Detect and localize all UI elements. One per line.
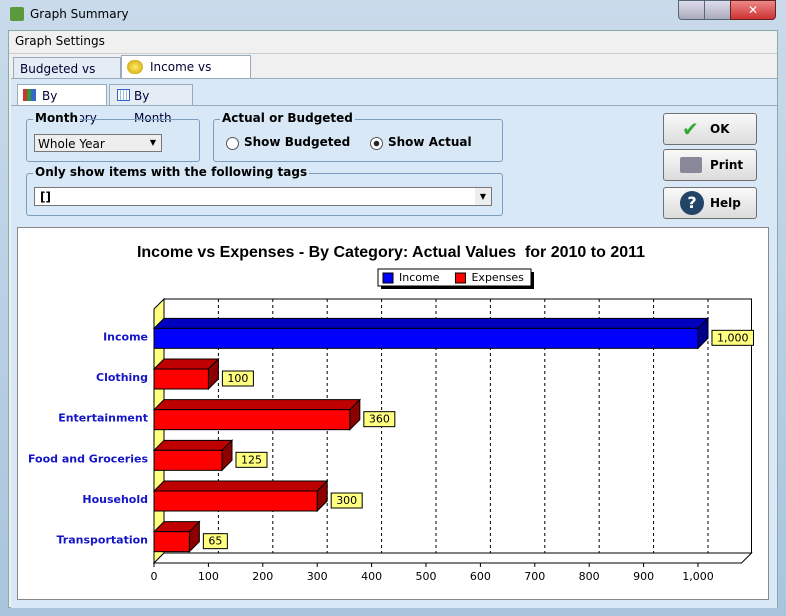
help-button[interactable]: ? Help — [663, 187, 757, 219]
y-tick-label: Income — [103, 330, 148, 343]
x-tick-label: 900 — [633, 570, 654, 583]
y-tick-label: Entertainment — [58, 412, 148, 425]
button-label: OK — [710, 122, 730, 136]
bar — [153, 327, 699, 349]
bar — [153, 490, 318, 512]
radio-label[interactable]: Show Budgeted — [244, 135, 351, 149]
value-label: 65 — [208, 535, 222, 548]
subtab-icon — [117, 89, 130, 101]
legend-swatch — [382, 272, 394, 284]
bar — [153, 531, 190, 553]
legend-label: Expenses — [471, 271, 524, 284]
button-label: Help — [710, 196, 741, 210]
bar — [153, 368, 209, 390]
value-label: 1,000 — [717, 331, 749, 344]
month-select[interactable]: Whole Year — [34, 134, 162, 152]
x-tick-label: 0 — [151, 570, 158, 583]
bar — [153, 449, 223, 471]
bar-top — [152, 439, 234, 451]
close-button[interactable]: ✕ — [730, 0, 776, 20]
tags-group: Only show items with the following tags … — [26, 165, 503, 216]
value-label-box — [235, 451, 268, 468]
value-label-box — [711, 329, 754, 346]
x-tick-label: 200 — [252, 570, 273, 583]
value-label: 100 — [227, 372, 248, 385]
y-tick-label: Household — [82, 493, 148, 506]
tab-icon — [127, 60, 143, 74]
group-label: Only show items with the following tags — [33, 165, 310, 179]
subtab-icon — [23, 89, 36, 101]
maximize-button[interactable] — [704, 0, 732, 20]
tags-select[interactable]: [] — [34, 187, 492, 206]
app-icon — [10, 7, 24, 21]
value-label: 125 — [241, 453, 262, 466]
value-label: 360 — [369, 413, 390, 426]
radio[interactable] — [226, 137, 239, 150]
chart: Income vs Expenses - By Category: Actual… — [17, 227, 769, 600]
value-label-box — [221, 370, 254, 387]
chart-title: Income vs Expenses - By Category: Actual… — [137, 244, 645, 261]
ok-button[interactable]: ✔ OK — [663, 113, 757, 145]
x-tick-label: 1,000 — [682, 570, 714, 583]
bar-top — [152, 399, 362, 411]
minimize-button[interactable] — [678, 0, 706, 20]
bar-top — [152, 480, 329, 492]
y-tick-label: Food and Groceries — [28, 452, 148, 465]
bar-top — [152, 358, 220, 370]
y-tick-label: Transportation — [57, 534, 148, 547]
x-tick-label: 400 — [361, 570, 382, 583]
separator — [11, 105, 777, 106]
group-label: Month — [33, 111, 81, 125]
x-tick-label: 800 — [579, 570, 600, 583]
x-tick-label: 700 — [524, 570, 545, 583]
radio-checked[interactable] — [370, 137, 383, 150]
legend-swatch — [454, 272, 466, 284]
bar — [153, 409, 351, 431]
month-group: Month Whole Year ▼ — [26, 111, 200, 162]
menu-item[interactable]: Graph Settings — [15, 34, 105, 48]
value-label: 300 — [336, 494, 357, 507]
radio-label[interactable]: Show Actual — [388, 135, 472, 149]
x-tick-label: 300 — [307, 570, 328, 583]
legend — [377, 268, 532, 287]
button-label: Print — [710, 158, 744, 172]
legend-label: Income — [399, 271, 440, 284]
tab[interactable]: Budgeted vs Actual — [13, 57, 121, 98]
group-label: Actual or Budgeted — [220, 111, 355, 125]
value-label-box — [330, 492, 363, 509]
value-label-box — [202, 533, 228, 550]
value-label-box — [363, 411, 396, 428]
dropdown-arrow: ▼ — [149, 138, 157, 147]
subtab[interactable]: By Month — [109, 84, 193, 125]
dropdown-arrow: ▼ — [475, 188, 491, 205]
x-tick-label: 500 — [415, 570, 436, 583]
mode-group: Actual or Budgeted Show Budgeted Show Ac… — [213, 111, 503, 162]
print-button[interactable]: Print — [663, 149, 757, 181]
x-tick-label: 100 — [198, 570, 219, 583]
window-title: Graph Summary — [30, 7, 129, 21]
y-tick-label: Clothing — [96, 371, 148, 384]
bar-top — [152, 317, 710, 329]
floor — [152, 552, 753, 564]
separator — [9, 53, 777, 54]
x-tick-label: 600 — [470, 570, 491, 583]
